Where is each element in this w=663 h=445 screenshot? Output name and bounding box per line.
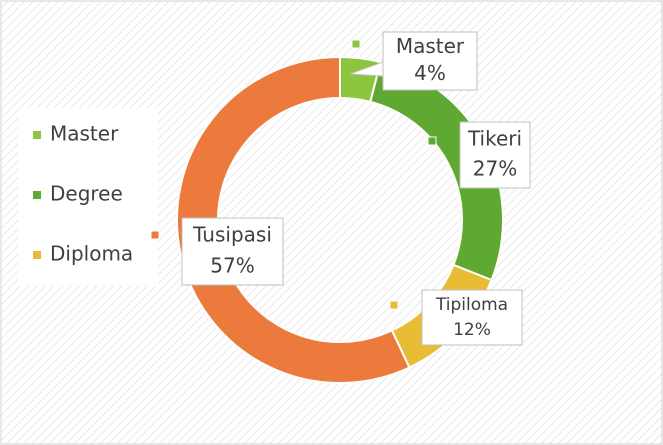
data-label-marker (389, 300, 399, 310)
donut-segment (176, 55, 411, 384)
data-label-box (181, 217, 284, 286)
data-label-marker (351, 39, 361, 49)
legend-label: Degree (50, 182, 123, 206)
legend-marker (33, 251, 41, 259)
data-label-box (421, 289, 523, 346)
legend-marker (33, 191, 41, 199)
data-label-name: Tikeri (467, 126, 522, 150)
legend-background (18, 108, 158, 286)
data-label-marker (150, 230, 160, 240)
data-label-name: Master (396, 34, 465, 58)
data-label-value: 4% (414, 61, 446, 85)
data-label-value: 57% (210, 253, 254, 277)
data-label-name: Tipiloma (435, 295, 508, 315)
data-label-marker (427, 136, 437, 146)
data-label-box (382, 31, 478, 91)
data-label-box (459, 121, 531, 189)
data-label-name: Tusipasi (192, 223, 272, 247)
legend-label: Diploma (50, 242, 133, 266)
data-label-value: 12% (453, 320, 491, 340)
data-label-value: 27% (473, 157, 517, 181)
legend-marker (33, 131, 41, 139)
legend-label: Master (50, 122, 119, 146)
